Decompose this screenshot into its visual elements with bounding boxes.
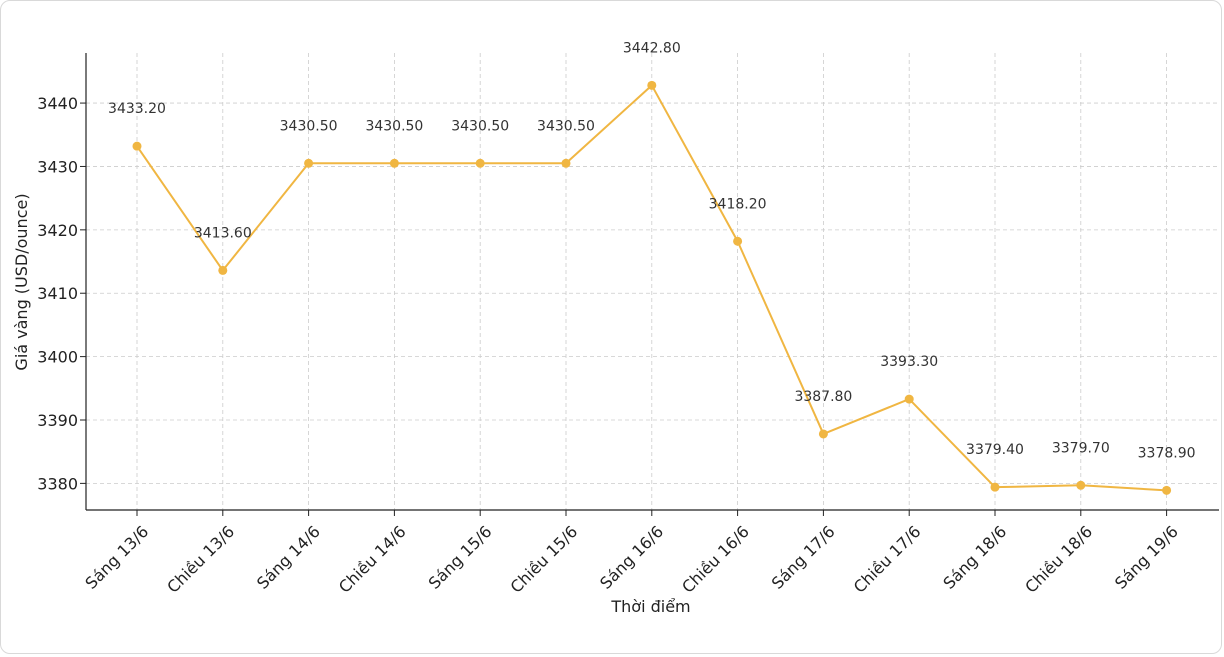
data-point (647, 80, 657, 90)
data-label: 3430.50 (537, 118, 595, 134)
y-tick-label: 3430 (37, 157, 78, 176)
data-label: 3378.90 (1138, 445, 1196, 461)
data-label: 3379.70 (1052, 440, 1110, 456)
data-label: 3430.50 (451, 118, 509, 134)
y-tick-label: 3400 (37, 348, 78, 367)
data-labels: 3433.20 3413.60 3430.50 3430.50 3430.50 3430.… (108, 40, 1196, 461)
x-tick-label: Chiều 18/6 (1021, 522, 1096, 597)
data-point (904, 394, 914, 404)
x-tick-label: Chiều 13/6 (163, 522, 238, 597)
data-label: 3379.40 (966, 442, 1024, 458)
y-tick-label: 3410 (37, 284, 78, 303)
data-point (389, 158, 399, 168)
data-label: 3442.80 (623, 40, 681, 56)
data-point (990, 482, 1000, 492)
y-tick-label: 3440 (37, 94, 78, 113)
data-point (1162, 485, 1172, 495)
grid-lines (86, 53, 1219, 510)
x-tick-label: Sáng 19/6 (1111, 522, 1182, 593)
y-axis-title: Giá vàng (USD/ounce) (12, 193, 31, 370)
x-tick-label: Sáng 18/6 (939, 522, 1010, 593)
price-series (132, 80, 1172, 495)
data-label: 3418.20 (709, 196, 767, 212)
data-point (561, 158, 571, 168)
data-point (475, 158, 485, 168)
x-tick-label: Chiều 15/6 (507, 522, 582, 597)
data-label: 3430.50 (280, 118, 338, 134)
data-point (132, 141, 142, 151)
x-tick-label: Chiều 17/6 (850, 522, 925, 597)
x-tick-label: Sáng 14/6 (253, 522, 324, 593)
data-point (1076, 480, 1086, 490)
y-tick-label: 3380 (37, 474, 78, 493)
x-axis-title: Thời điểm (610, 597, 690, 616)
x-tick-label: Sáng 17/6 (768, 522, 839, 593)
data-point (733, 236, 743, 246)
x-tick-label: Sáng 13/6 (81, 522, 152, 593)
x-tick-label: Chiều 16/6 (678, 522, 753, 597)
data-label: 3430.50 (365, 118, 423, 134)
axes (80, 53, 1219, 516)
data-point (818, 429, 828, 439)
data-point (304, 158, 314, 168)
x-tick-label: Sáng 15/6 (425, 522, 496, 593)
data-label: 3433.20 (108, 101, 166, 117)
data-label: 3393.30 (880, 354, 938, 370)
y-tick-label: 3390 (37, 411, 78, 430)
data-point (218, 265, 228, 275)
y-tick-label: 3420 (37, 221, 78, 240)
data-label: 3413.60 (194, 225, 252, 241)
x-tick-label: Sáng 16/6 (596, 522, 667, 593)
x-tick-label: Chiều 14/6 (335, 522, 410, 597)
data-label: 3387.80 (794, 389, 852, 405)
